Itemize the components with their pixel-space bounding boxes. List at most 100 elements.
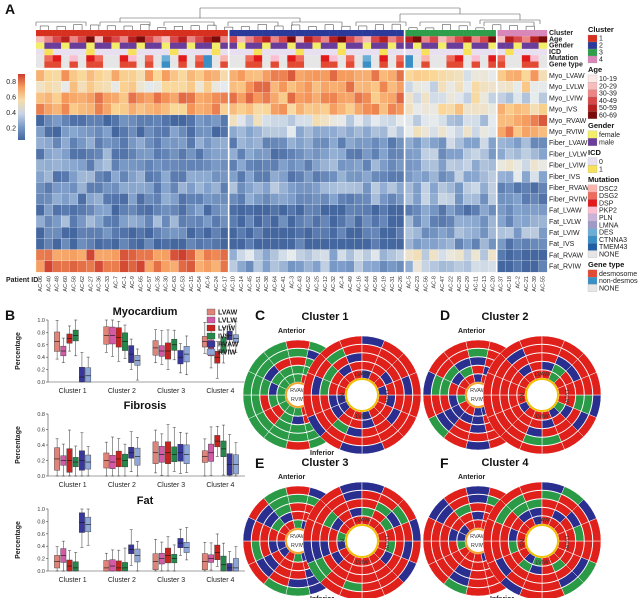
- heatmap-cell: [446, 125, 456, 138]
- heatmap-cell: [312, 249, 322, 262]
- heatmap-cell: [345, 226, 355, 239]
- heatmap-cell: [370, 92, 380, 104]
- rv-label: RVIW: [471, 397, 486, 403]
- heatmap-cell: [320, 125, 330, 138]
- heatmap-cell: [521, 226, 531, 239]
- rv-wedge: [289, 569, 307, 580]
- patient-id-label: AC-51: [256, 276, 262, 292]
- patient-id-label: AC-60: [63, 276, 69, 292]
- row-label-fiber_lvlw: Fiber_LVLW: [549, 151, 587, 158]
- heatmap-cell: [329, 92, 338, 104]
- mutation-cell: [178, 55, 187, 62]
- heatmap-cell: [153, 114, 162, 127]
- heatmap-cell: [488, 260, 498, 273]
- patient-id-label: AC-9: [130, 276, 136, 289]
- y-tick-label: 0.6: [37, 428, 45, 434]
- heatmap-cell: [479, 114, 489, 127]
- heatmap-cell: [521, 215, 531, 228]
- heatmap-cell: [35, 125, 45, 138]
- patient-id-label: AC-50: [373, 276, 379, 292]
- legend-swatch-mutation: [587, 199, 598, 207]
- gender-cell: [119, 42, 129, 49]
- heatmap-cell: [211, 204, 221, 217]
- patient-id-label: AC-29: [465, 276, 471, 292]
- heatmap-cell: [211, 249, 221, 262]
- heatmap-cell: [530, 260, 539, 273]
- heatmap-cell: [454, 69, 464, 82]
- heatmap-cell: [111, 92, 121, 104]
- heatmap-cell: [77, 103, 87, 116]
- heatmap-cell: [463, 148, 472, 161]
- y-tick-label: 0.2: [37, 368, 45, 374]
- lv-label: LVIW: [355, 560, 369, 566]
- heatmap-cell: [496, 103, 506, 116]
- heatmap-cell: [312, 137, 322, 149]
- heatmap-cell: [412, 182, 422, 194]
- icd-cell: [136, 48, 146, 56]
- heatmap-cell: [387, 226, 397, 239]
- x-cluster-label: Cluster 4: [206, 388, 234, 395]
- heatmap-cell: [396, 103, 405, 116]
- heatmap-cell: [262, 249, 271, 262]
- heatmap-cell: [504, 103, 514, 116]
- icd-cell: [488, 48, 497, 56]
- heatmap-cell: [370, 193, 380, 205]
- bullseye-title: Cluster 3: [301, 457, 348, 469]
- legend-swatch-cluster: [587, 55, 598, 64]
- heatmap-cell: [245, 148, 255, 161]
- heatmap-cell: [77, 182, 87, 194]
- heatmap-cell: [320, 215, 330, 228]
- patient-id-label: AC-44: [365, 276, 371, 292]
- heatmap-cell: [463, 125, 472, 138]
- heatmap-cell: [504, 125, 514, 138]
- heatmap-cell: [329, 159, 338, 172]
- heatmap-cell: [144, 170, 154, 183]
- heatmap-cell: [245, 226, 255, 239]
- heatmap-cell: [236, 249, 246, 262]
- heatmap-cell: [228, 238, 238, 250]
- heatmap-cell: [320, 238, 330, 250]
- heatmap-cell: [136, 193, 146, 205]
- heatmap-cell: [530, 125, 539, 138]
- heatmap-cell: [370, 148, 380, 161]
- gender-cell: [337, 42, 347, 49]
- heatmap-cell: [128, 215, 137, 228]
- legend-label-lvaw: LVAW: [218, 310, 238, 317]
- mutation-cell: [278, 55, 288, 62]
- rv-label: RVIW: [291, 543, 306, 549]
- heatmap-cell: [119, 215, 129, 228]
- heatmap-cell: [262, 69, 271, 82]
- heatmap-cell: [111, 159, 121, 172]
- mutation-cell: [136, 55, 146, 62]
- cluster-cell: [94, 30, 104, 37]
- heatmap-cell: [102, 159, 112, 172]
- heatmap-cell: [446, 238, 456, 250]
- patient-id-label: AC-23: [415, 276, 421, 292]
- icd-cell: [538, 48, 548, 56]
- heatmap-cell: [354, 204, 364, 217]
- heatmap-cell: [287, 81, 297, 93]
- heatmap-cell: [211, 170, 221, 183]
- heatmap-cell: [446, 182, 456, 194]
- heatmap-grid: [35, 30, 548, 273]
- heatmap-cell: [479, 182, 489, 194]
- heatmap-cell: [463, 170, 472, 183]
- patient-id-label: AC-27: [88, 276, 94, 292]
- heatmap-cell: [437, 92, 447, 104]
- heatmap-cell: [144, 159, 154, 172]
- heatmap-cell: [94, 182, 104, 194]
- heatmap-cell: [144, 114, 154, 127]
- icd-cell: [320, 48, 330, 56]
- mutation-cell: [295, 55, 305, 62]
- heatmap-cell: [287, 238, 297, 250]
- legend-item-age: 60-69: [599, 113, 617, 120]
- heatmap-cell: [35, 114, 45, 127]
- heatmap-cell: [86, 170, 95, 183]
- heatmap-cell: [144, 81, 154, 93]
- heatmap-cell: [61, 137, 70, 149]
- gender-cell: [170, 42, 179, 49]
- heatmap-cell: [178, 92, 188, 104]
- heatmap-cell: [220, 215, 229, 228]
- heatmap-cell: [530, 114, 539, 127]
- heatmap-cell: [228, 193, 238, 205]
